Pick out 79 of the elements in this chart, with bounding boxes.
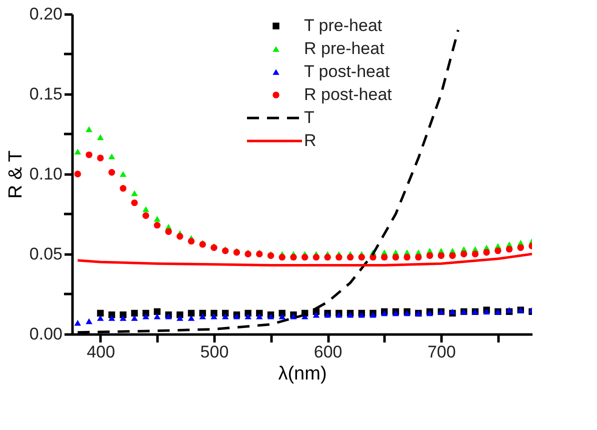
y-tick-label: 0.05 [29, 244, 62, 264]
point [108, 169, 116, 176]
point [483, 249, 490, 256]
point [97, 134, 104, 140]
y-tick-label: 0.15 [29, 84, 62, 104]
point [494, 247, 502, 254]
legend-label: T post-heat [304, 62, 390, 81]
point [256, 313, 263, 320]
point [176, 233, 184, 240]
point [222, 313, 229, 320]
point [142, 206, 150, 212]
y-tick-label: 0.10 [29, 164, 62, 184]
line-series [76, 252, 532, 266]
point [154, 313, 161, 320]
point [312, 254, 320, 261]
point [290, 254, 297, 261]
legend-label: R pre-heat [304, 39, 385, 58]
point [97, 154, 104, 162]
point [86, 126, 92, 132]
point [74, 170, 82, 178]
y-axis-title: R & T [5, 150, 26, 199]
point [108, 315, 116, 321]
x-tick-label: 400 [86, 342, 116, 362]
x-tick-label: 700 [427, 342, 456, 362]
point [74, 320, 82, 326]
point [154, 222, 161, 229]
x-tick-label: 600 [314, 342, 342, 362]
point [210, 313, 218, 320]
point [120, 171, 126, 177]
point [380, 254, 388, 261]
point [426, 252, 434, 259]
point [120, 185, 126, 192]
point [336, 254, 342, 261]
point [278, 313, 286, 320]
point [188, 315, 195, 321]
point [131, 315, 138, 321]
point [97, 315, 104, 321]
point [131, 190, 138, 196]
point [404, 254, 410, 261]
y-tick-label: 0.00 [29, 324, 62, 344]
point [188, 238, 195, 245]
point [358, 254, 365, 261]
point [346, 254, 354, 261]
point [131, 310, 138, 317]
point [154, 216, 161, 222]
legend-label: T [304, 108, 314, 127]
point [97, 310, 104, 317]
point [415, 254, 422, 261]
point [312, 312, 320, 318]
point [86, 318, 92, 324]
point [165, 228, 172, 235]
x-axis-title: λ(nm) [278, 364, 327, 384]
y-tick-label: 0.20 [29, 4, 62, 24]
point [108, 153, 116, 160]
point [74, 148, 82, 155]
legend-label: R [304, 131, 316, 150]
x-tick-label: 500 [200, 342, 229, 362]
point [142, 313, 150, 320]
point [120, 315, 126, 321]
point [188, 310, 195, 317]
point [154, 308, 161, 315]
point [278, 254, 286, 261]
point [517, 244, 524, 251]
point [199, 313, 206, 320]
point [86, 151, 92, 158]
point [176, 315, 184, 321]
point [472, 250, 479, 258]
point [438, 252, 444, 259]
point [460, 250, 468, 258]
point [244, 313, 252, 320]
point [324, 254, 331, 261]
point [131, 199, 138, 206]
point [449, 252, 456, 259]
point [301, 254, 308, 261]
point [142, 212, 150, 219]
point [506, 246, 513, 253]
point [392, 254, 400, 261]
legend-label: T pre-heat [304, 16, 382, 35]
legend-label: R post-heat [304, 85, 392, 104]
